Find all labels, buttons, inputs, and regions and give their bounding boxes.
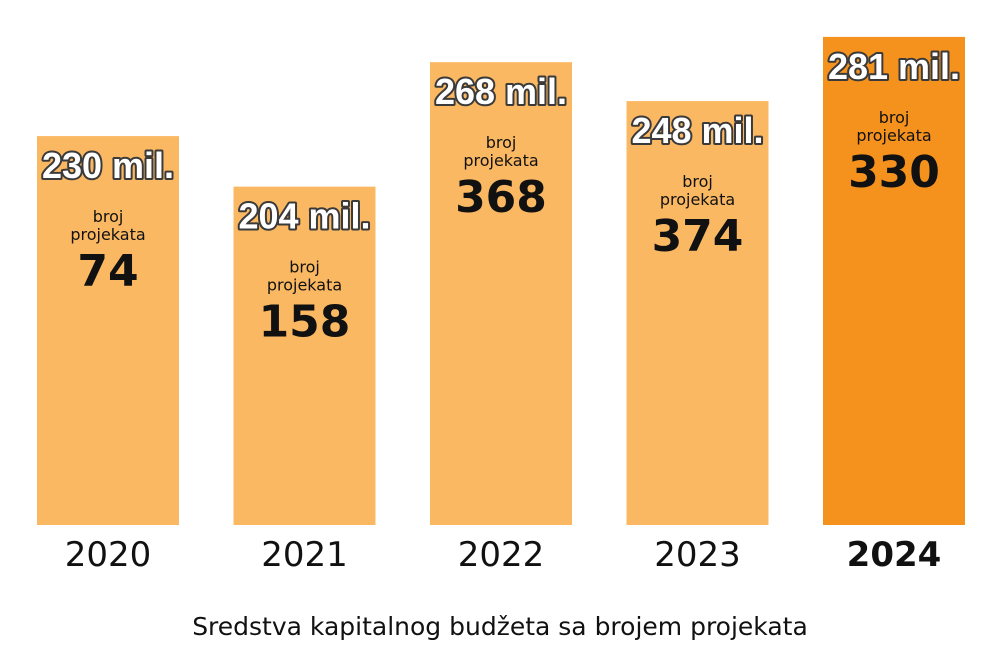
project-label: broj (93, 207, 124, 226)
project-label: broj (289, 258, 320, 277)
project-count: 330 (848, 147, 940, 198)
project-label: broj (682, 172, 713, 191)
bar (233, 186, 376, 526)
project-count: 368 (455, 172, 547, 223)
bar (37, 136, 179, 525)
project-label: projekata (660, 190, 735, 209)
project-count: 374 (652, 211, 744, 262)
year-tick-label: 2023 (654, 535, 741, 575)
value-label: 248 mil. (631, 110, 763, 151)
value-label: 268 mil. (435, 71, 567, 112)
year-tick-label: 2022 (458, 535, 545, 575)
year-tick-label: 2024 (847, 535, 942, 575)
project-label: projekata (463, 151, 538, 170)
chart-caption: Sredstva kapitalnog budžeta sa brojem pr… (192, 612, 808, 641)
project-count: 158 (259, 297, 351, 348)
project-label: projekata (70, 225, 145, 244)
project-label: projekata (856, 126, 931, 145)
project-count: 74 (77, 246, 138, 297)
project-label: broj (486, 133, 517, 152)
project-label: broj (879, 108, 910, 127)
bar (430, 62, 572, 525)
value-label: 230 mil. (42, 145, 174, 186)
year-tick-label: 2020 (65, 535, 152, 575)
year-tick-label: 2021 (261, 535, 348, 575)
bar (626, 101, 769, 525)
value-label: 204 mil. (238, 196, 370, 237)
project-label: projekata (267, 276, 342, 295)
bar (823, 36, 965, 526)
value-label: 281 mil. (828, 46, 960, 87)
